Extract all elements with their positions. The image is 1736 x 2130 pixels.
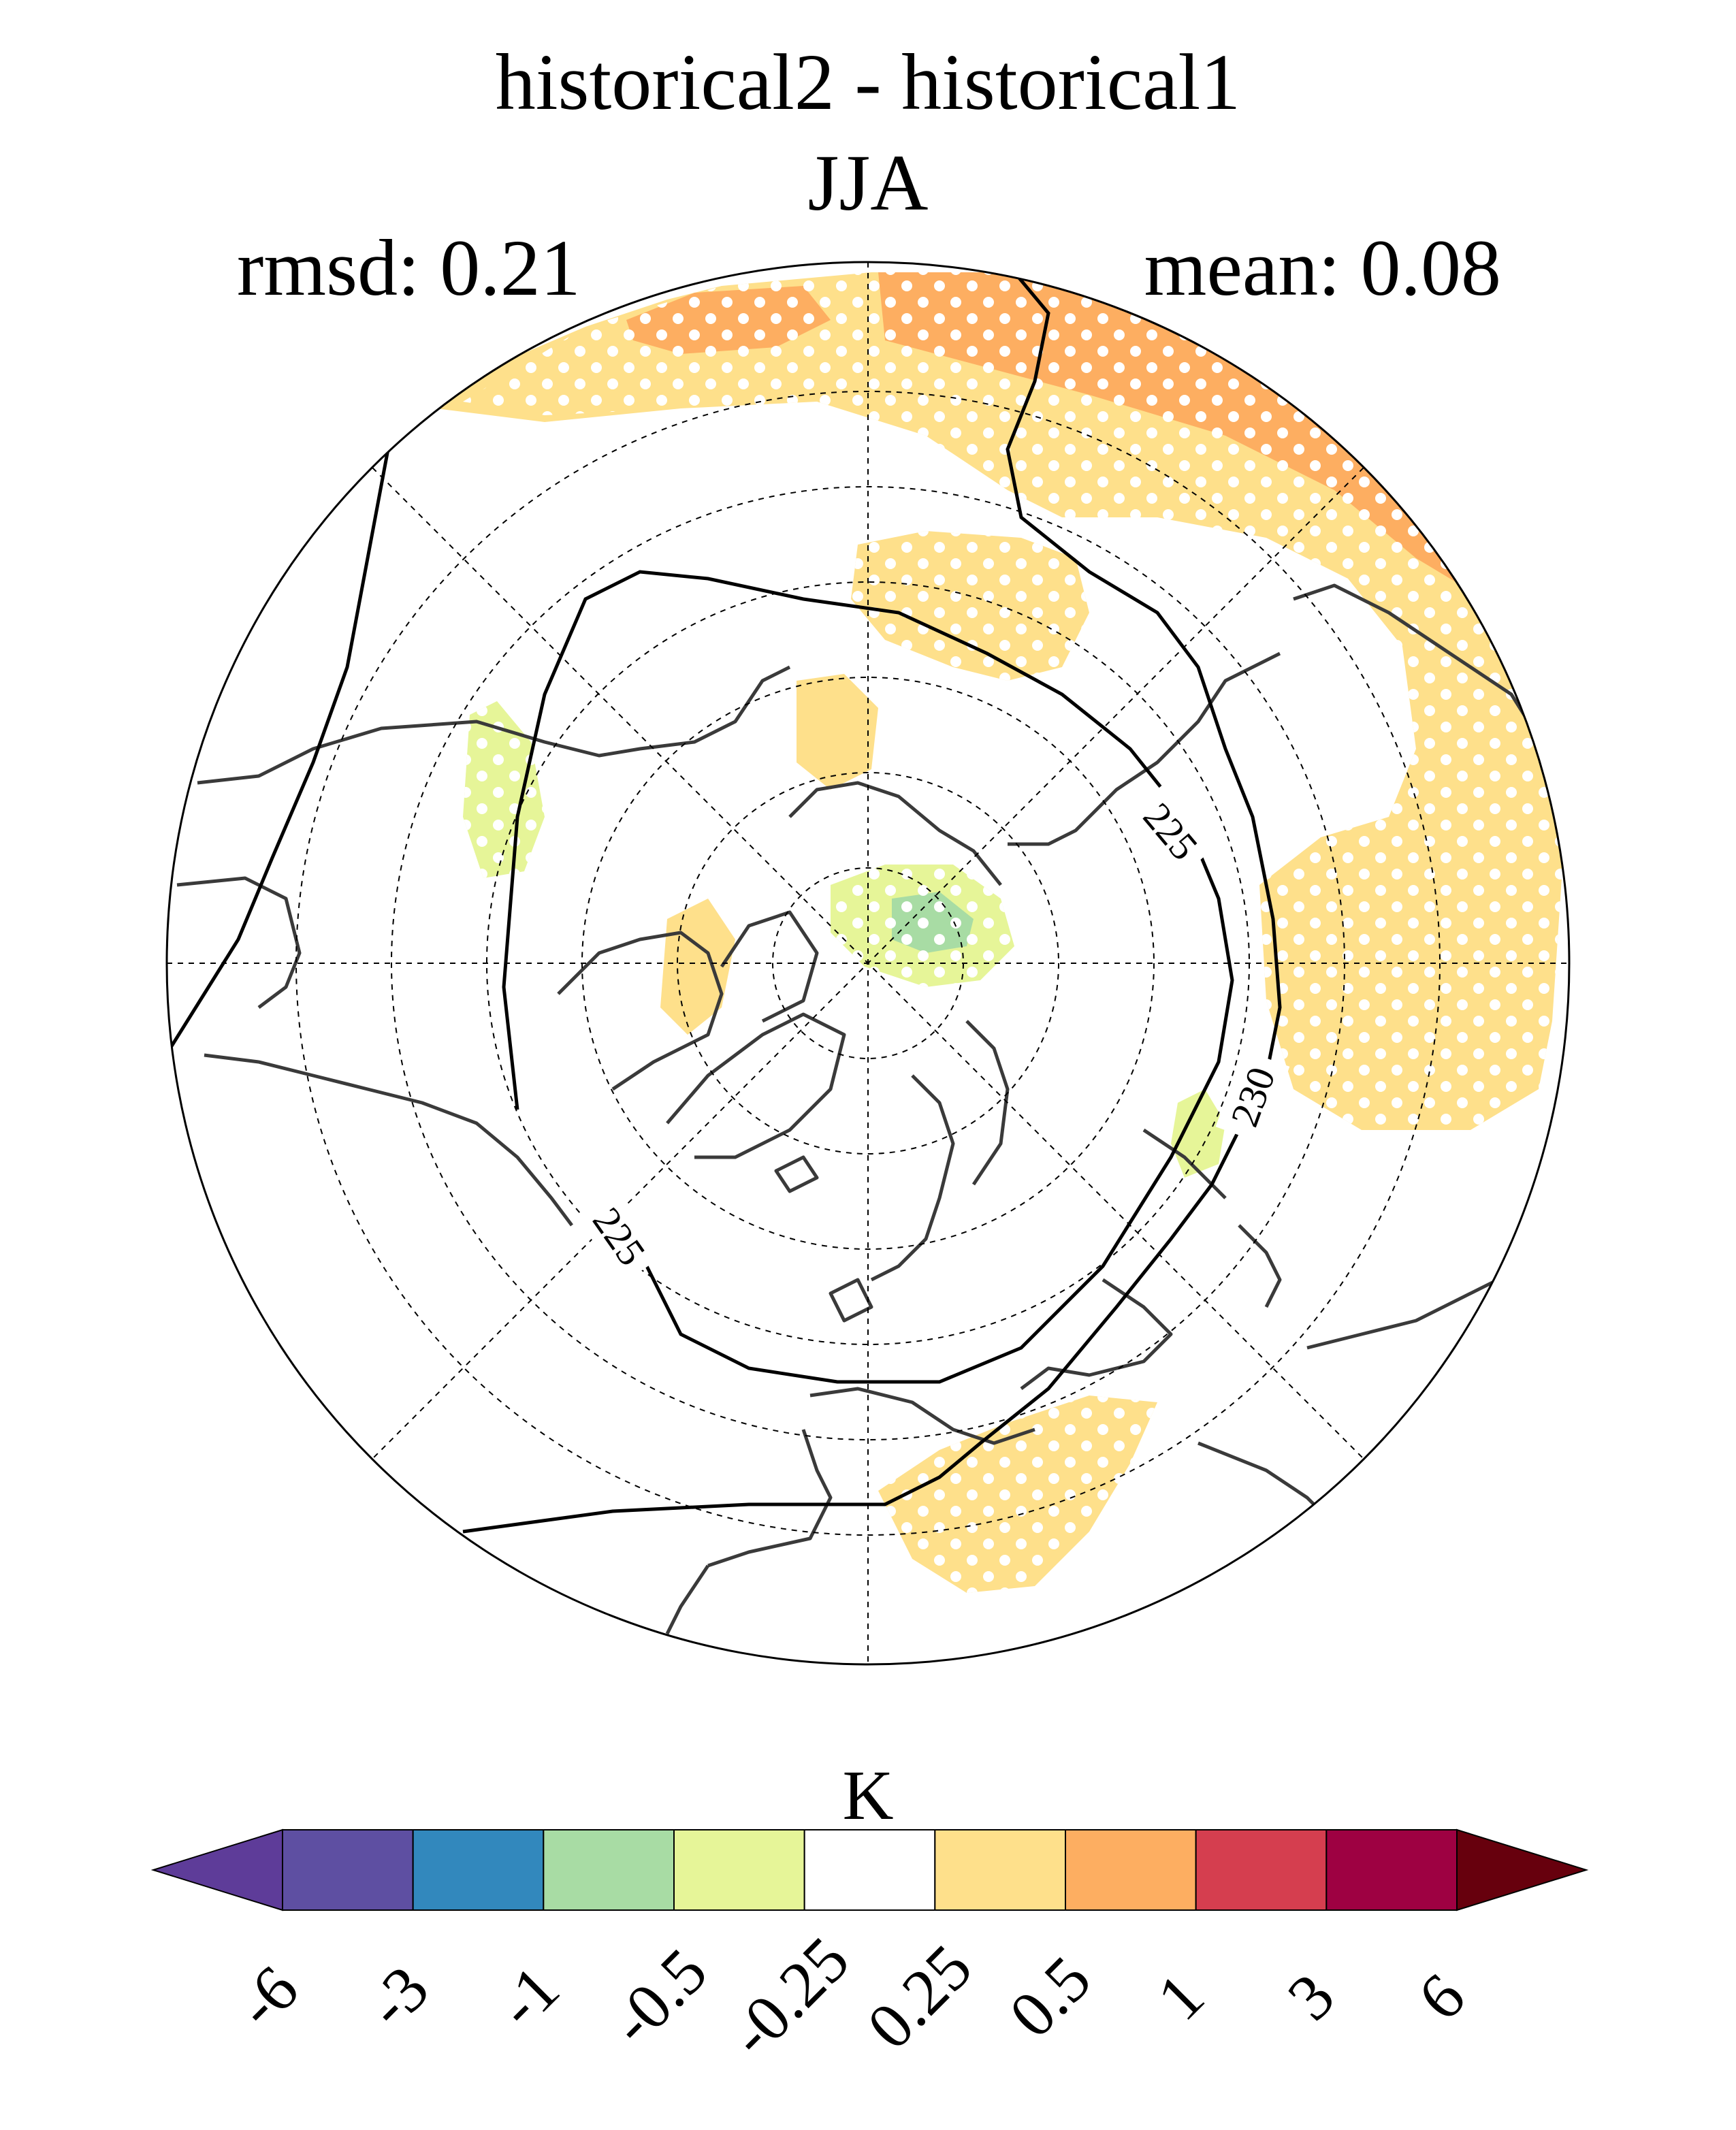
colorbar-tick-labels: -6 -3 -1 -0.5-0.250.25 0.5 1 3 6	[222, 1922, 1479, 2070]
stipple-pole	[831, 865, 1014, 987]
colorbar-segment	[803, 1829, 936, 1911]
graticule	[167, 262, 1569, 1664]
map-boundary	[165, 261, 1571, 1666]
colorbar-tick-label: 0.25	[853, 1931, 985, 2063]
stipple-siberia	[851, 531, 1089, 681]
contour-230	[462, 271, 1282, 1534]
polar-map: 225 225 230	[165, 261, 1571, 1666]
colorbar-segments	[150, 1828, 1589, 1911]
colorbar-tick-label: 3	[1274, 1959, 1349, 2034]
colorbar-arrow-low	[150, 1828, 283, 1911]
anomaly-fields	[168, 271, 1566, 1635]
season-label: JJA	[807, 138, 929, 227]
colorbar-tick-label: -1	[483, 1952, 573, 2042]
colorbar-tick-label: -0.5	[596, 1934, 720, 2059]
colorbar-unit: K	[842, 1756, 893, 1835]
stipple-alaska	[463, 701, 545, 878]
contour-230-left	[168, 449, 390, 1050]
colorbar-segment	[412, 1829, 545, 1911]
colorbar-tick-label: -6	[222, 1952, 312, 2042]
rmsd-label: rmsd: 0.21	[237, 223, 581, 312]
stipple-top	[463, 272, 1566, 1130]
colorbar-segment	[934, 1829, 1067, 1911]
mean-label: mean: 0.08	[1144, 223, 1501, 312]
colorbar-tick-label: 0.5	[995, 1942, 1105, 2052]
colorbar-tick-label: 1	[1143, 1959, 1218, 2034]
colorbar: K -6 -3 -1 -0.5-0.250.25 0.5 1 3 6	[150, 1756, 1589, 2071]
stipple-mediterranean	[878, 1395, 1157, 1593]
figure-title: historical2 - historical1	[495, 37, 1241, 127]
colorbar-tick-label: 6	[1404, 1959, 1479, 2034]
colorbar-segment	[673, 1829, 805, 1911]
colorbar-segment	[1195, 1829, 1328, 1911]
colorbar-tick-label: -0.25	[715, 1922, 863, 2070]
anomaly-region-bering	[797, 674, 878, 790]
colorbar-segment	[543, 1829, 675, 1911]
colorbar-tick-label: -3	[353, 1952, 443, 2042]
colorbar-segment	[282, 1829, 414, 1911]
colorbar-segment	[1065, 1829, 1197, 1911]
colorbar-segment	[1325, 1829, 1458, 1911]
colorbar-arrow-high	[1456, 1828, 1589, 1911]
coastlines	[176, 583, 1547, 1635]
